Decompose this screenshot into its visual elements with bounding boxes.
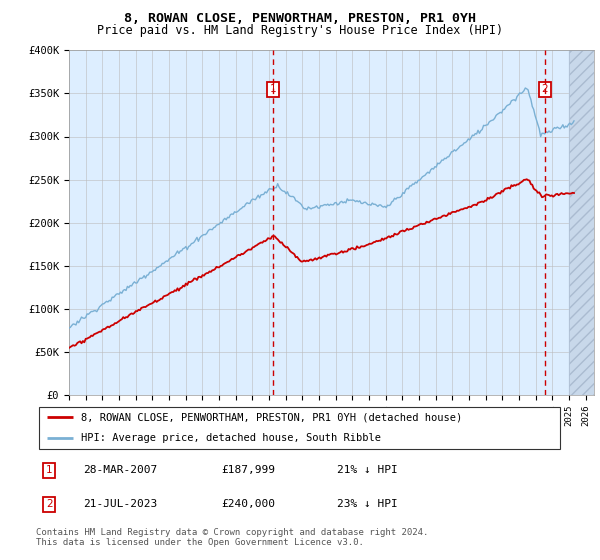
Text: 8, ROWAN CLOSE, PENWORTHAM, PRESTON, PR1 0YH: 8, ROWAN CLOSE, PENWORTHAM, PRESTON, PR1… — [124, 12, 476, 25]
Text: 28-MAR-2007: 28-MAR-2007 — [83, 465, 158, 475]
Text: 1: 1 — [46, 465, 53, 475]
Text: £187,999: £187,999 — [221, 465, 275, 475]
Text: £240,000: £240,000 — [221, 500, 275, 510]
Text: 21-JUL-2023: 21-JUL-2023 — [83, 500, 158, 510]
Text: 23% ↓ HPI: 23% ↓ HPI — [337, 500, 398, 510]
Text: HPI: Average price, detached house, South Ribble: HPI: Average price, detached house, Sout… — [81, 433, 381, 444]
Text: 8, ROWAN CLOSE, PENWORTHAM, PRESTON, PR1 0YH (detached house): 8, ROWAN CLOSE, PENWORTHAM, PRESTON, PR1… — [81, 412, 462, 422]
Text: Price paid vs. HM Land Registry's House Price Index (HPI): Price paid vs. HM Land Registry's House … — [97, 24, 503, 36]
Bar — [569, 50, 594, 395]
Text: 2: 2 — [542, 84, 548, 94]
Text: 1: 1 — [269, 84, 277, 94]
Text: Contains HM Land Registry data © Crown copyright and database right 2024.
This d: Contains HM Land Registry data © Crown c… — [36, 528, 428, 547]
FancyBboxPatch shape — [38, 407, 560, 449]
Text: 21% ↓ HPI: 21% ↓ HPI — [337, 465, 398, 475]
Text: 2: 2 — [46, 500, 53, 510]
